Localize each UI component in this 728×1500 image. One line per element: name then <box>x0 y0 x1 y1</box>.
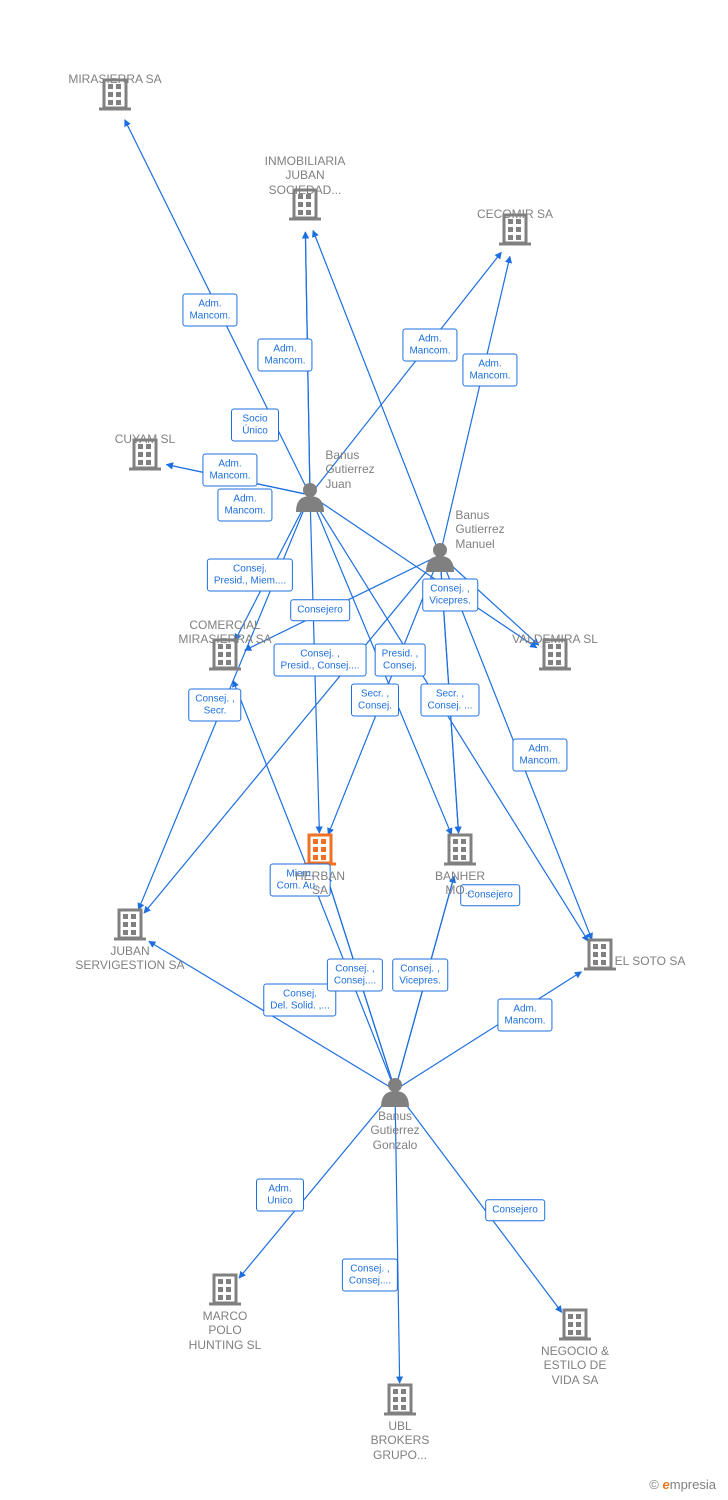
company-node[interactable] <box>584 940 616 969</box>
node-label: Banus Gutierrez Gonzalo <box>370 1109 419 1152</box>
edge-label: Adm. Mancom. <box>462 354 517 387</box>
edge-label: Consej. , Secr. <box>188 689 241 722</box>
edge-label: Adm. Mancom. <box>497 999 552 1032</box>
edge-label: Adm. Mancom. <box>202 454 257 487</box>
brand-rest: mpresia <box>670 1477 716 1492</box>
edge-label: Adm. Mancom. <box>512 739 567 772</box>
node-label: INMOBILIARIA JUBAN SOCIEDAD... <box>265 154 346 197</box>
edge-label: Adm. Mancom. <box>402 329 457 362</box>
person-node[interactable] <box>296 483 324 512</box>
edge-label: Adm. Mancom. <box>182 294 237 327</box>
footer-credit: © empresia <box>649 1477 716 1492</box>
edge-label: Consej. , Consej.... <box>327 959 383 992</box>
node-label: MIRASIERRA SA <box>68 72 161 86</box>
edge-label: Consejero <box>290 599 350 621</box>
edge-label: Presid. , Consej. <box>375 644 426 677</box>
company-node[interactable] <box>304 835 336 864</box>
edge-label: Consejero <box>485 1199 545 1221</box>
node-label: CUYAM SL <box>115 432 175 446</box>
company-node[interactable] <box>209 1275 241 1304</box>
node-label: UBL BROKERS GRUPO... <box>371 1419 430 1462</box>
node-label: NEGOCIO & ESTILO DE VIDA SA <box>541 1344 609 1387</box>
edge-label: Consej. Presid., Miem.... <box>207 559 293 592</box>
node-label: MARCO POLO HUNTING SL <box>189 1309 262 1352</box>
edge-label: Socio Único <box>231 409 279 442</box>
node-label: Banus Gutierrez Juan <box>325 448 374 491</box>
edge-label: Consej. , Presid., Consej.... <box>274 644 367 677</box>
edge-label: Consej. , Vicepres. <box>392 959 448 992</box>
brand-initial: e <box>663 1477 670 1492</box>
edge-label: Adm. Unico <box>256 1179 304 1212</box>
edge-label: Secr. , Consej. <box>351 684 399 717</box>
edge-label: Consej. , Consej.... <box>342 1259 398 1292</box>
company-node[interactable] <box>114 910 146 939</box>
person-node[interactable] <box>426 543 454 572</box>
company-node[interactable] <box>384 1385 416 1414</box>
node-label: COMERCIAL MIRASIERRA SA <box>178 618 271 647</box>
edge-label: Consej. , Vicepres. <box>422 579 478 612</box>
person-node[interactable] <box>381 1078 409 1107</box>
node-label: BANHER MO... <box>435 869 485 898</box>
company-node[interactable] <box>444 835 476 864</box>
node-label: HERBAN SA <box>295 869 345 898</box>
copyright-symbol: © <box>649 1477 659 1492</box>
edge-label: Adm. Mancom. <box>217 489 272 522</box>
edge <box>313 230 440 555</box>
node-label: JUBAN SERVIGESTION SA <box>75 944 184 973</box>
node-label: CECOMIR SA <box>477 207 553 221</box>
edge-label: Adm. Mancom. <box>257 339 312 372</box>
edge-label: Secr. , Consej. ... <box>420 684 479 717</box>
node-label: EL SOTO SA <box>615 954 686 968</box>
node-label: Banus Gutierrez Manuel <box>455 508 504 551</box>
edge-label: Consej. Del. Solid. ,... <box>263 984 336 1017</box>
company-node[interactable] <box>559 1310 591 1339</box>
node-label: VALDEMIRA SL <box>512 632 598 646</box>
